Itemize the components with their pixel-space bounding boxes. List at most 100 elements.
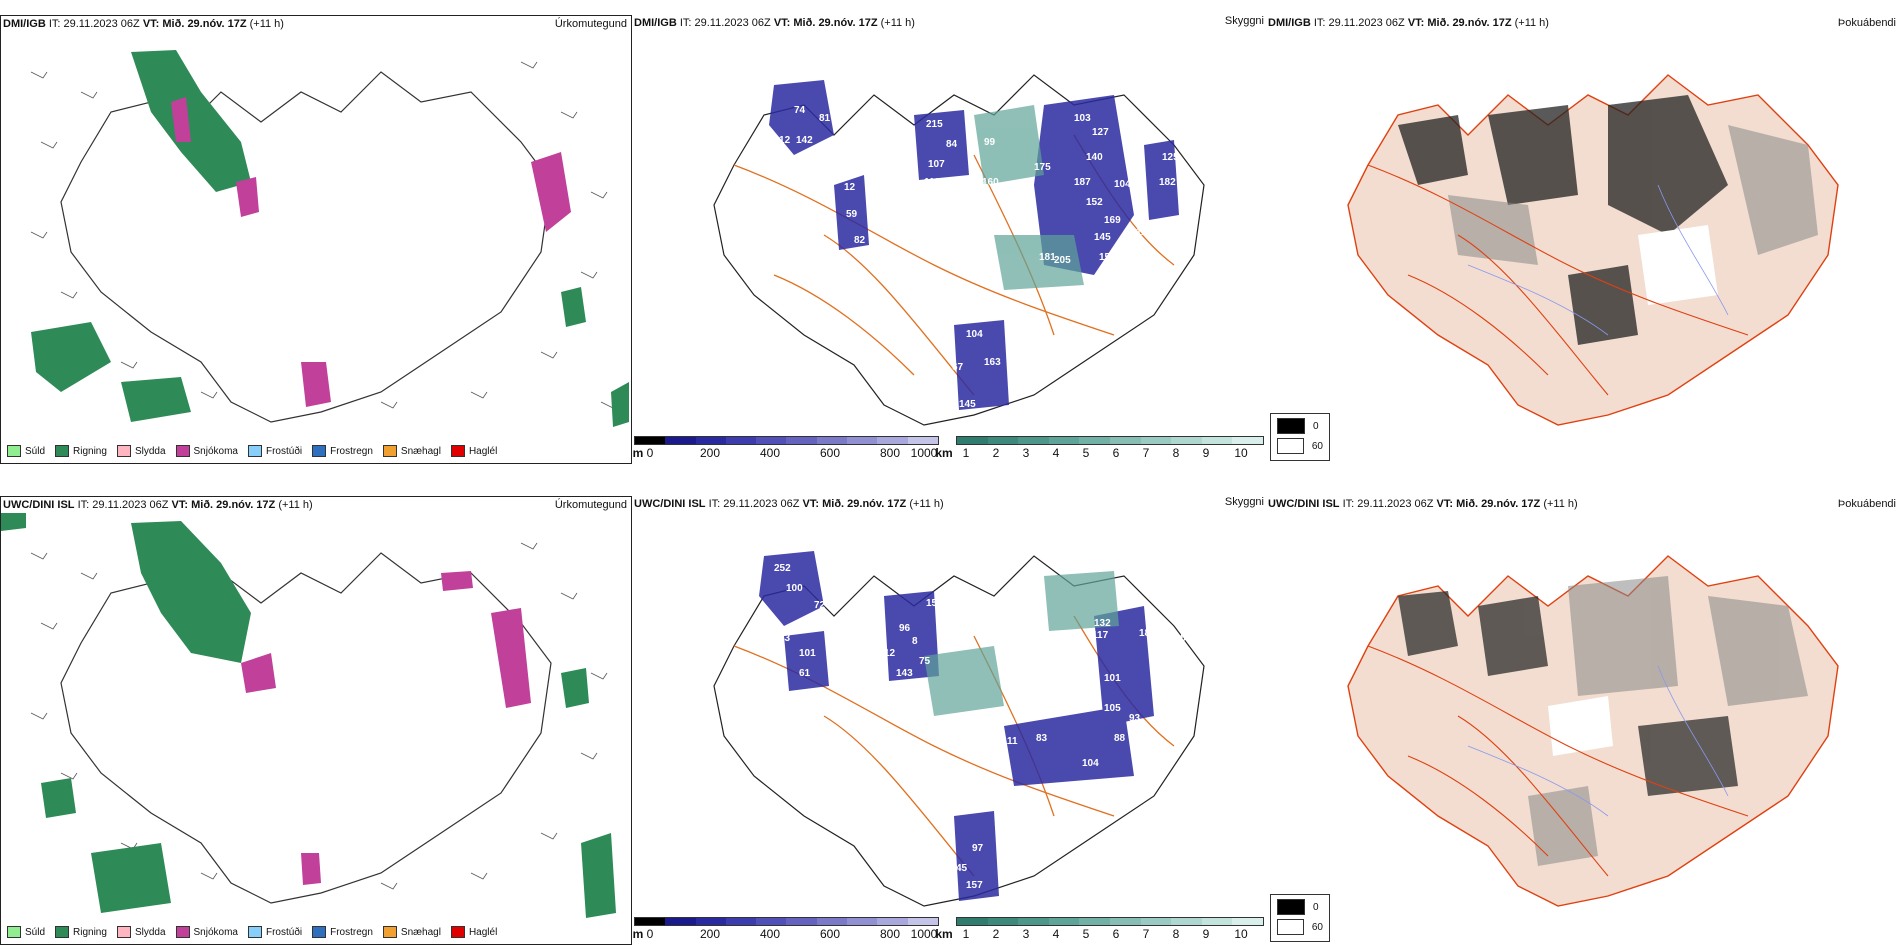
cloud-teal-areas — [974, 105, 1084, 290]
svg-text:180: 180 — [1139, 628, 1156, 639]
legend-item: Frostúði — [247, 445, 302, 457]
iceland-outline — [713, 74, 1205, 426]
svg-text:103: 103 — [1074, 113, 1091, 124]
scale-km: km 1 2 3 4 5 6 7 8 9 10 — [935, 436, 1264, 466]
scale-km-unit: km — [935, 446, 953, 460]
svg-text:62: 62 — [849, 706, 861, 717]
svg-text:81: 81 — [819, 113, 831, 124]
valid-label: VT: — [171, 499, 189, 511]
model-name: UWC/DINI ISL — [634, 498, 706, 510]
legend-item: Slydda — [116, 926, 166, 938]
valid-time: Mið. 29.nóv. 17Z — [1427, 17, 1512, 29]
panel-title: Skyggni — [1224, 15, 1264, 27]
svg-text:142: 142 — [796, 135, 813, 146]
svg-text:104: 104 — [1082, 758, 1099, 769]
init-time: IT: 29.11.2023 06Z — [708, 498, 800, 510]
precip-panel-1: DMI/IGB IT: 29.11.2023 06Z VT: Mið. 29.n… — [0, 15, 632, 464]
svg-text:96: 96 — [899, 623, 911, 634]
snow-areas — [241, 571, 531, 885]
rain-areas — [31, 50, 629, 427]
fog-map — [1347, 74, 1839, 426]
legend-swatch — [1277, 899, 1305, 915]
legend-item: Frostúði — [247, 926, 302, 938]
svg-text:59: 59 — [846, 209, 858, 220]
legend-item: Haglél — [450, 926, 497, 938]
legend-item: Súld — [7, 926, 45, 938]
fog-legend-item: 0 — [1277, 899, 1323, 915]
scale-m: m 0 200 400 600 800 1000 — [633, 436, 939, 466]
legend-item: Snjókoma — [175, 445, 238, 457]
cloud-value-labels: 252 100 72 83 101 61 62 96 8 12 75 143 1… — [774, 563, 1186, 891]
svg-text:72: 72 — [814, 600, 826, 611]
svg-text:8: 8 — [912, 636, 918, 647]
rain-areas — [1, 513, 616, 918]
valid-time: Mið. 29.nóv. 17Z — [822, 498, 907, 510]
svg-text:160: 160 — [982, 177, 999, 188]
svg-text:12: 12 — [884, 648, 896, 659]
legend-item: Frostregn — [312, 445, 373, 457]
init-time: IT: 29.11.2023 06Z — [679, 17, 771, 29]
legend-swatch — [382, 926, 397, 938]
scale-m-ticks: m 0 200 400 600 800 1000 — [632, 927, 938, 941]
svg-text:110: 110 — [924, 177, 941, 188]
svg-text:101: 101 — [799, 648, 816, 659]
init-time: IT: 29.11.2023 06Z — [1342, 498, 1434, 510]
fog-legend: 0 60 — [1270, 894, 1330, 942]
precip-panel-2: UWC/DINI ISL IT: 29.11.2023 06Z VT: Mið.… — [0, 496, 632, 945]
panel-title: Þokuábendi — [1837, 498, 1896, 510]
legend-swatch — [116, 445, 131, 457]
legend-item: Snæhagl — [382, 445, 441, 457]
legend-swatch — [55, 445, 70, 457]
svg-text:107: 107 — [928, 159, 945, 170]
svg-text:104: 104 — [1114, 179, 1131, 190]
model-name: DMI/IGB — [3, 18, 46, 30]
svg-text:97: 97 — [972, 843, 984, 854]
rivers — [1467, 184, 1729, 336]
fog-white-area — [1548, 696, 1613, 756]
lead-time: (+11 h) — [278, 499, 313, 511]
svg-text:112: 112 — [774, 135, 791, 146]
fog-legend-item: 60 — [1277, 438, 1323, 454]
panel-header: UWC/DINI ISL IT: 29.11.2023 06Z VT: Mið.… — [3, 499, 313, 511]
panel-title: Úrkomutegund — [554, 499, 627, 511]
init-time: IT: 29.11.2023 06Z — [48, 18, 140, 30]
svg-text:75: 75 — [919, 656, 931, 667]
legend-item: Rigning — [55, 926, 107, 938]
legend-item: Súld — [7, 445, 45, 457]
model-name: DMI/IGB — [1268, 17, 1311, 29]
svg-text:82: 82 — [854, 235, 866, 246]
panel-header: UWC/DINI ISL IT: 29.11.2023 06Z VT: Mið.… — [634, 498, 944, 510]
svg-text:155: 155 — [1099, 252, 1116, 263]
svg-text:145: 145 — [1094, 232, 1111, 243]
cloud-areas — [769, 80, 1179, 410]
scale-km: km 1 2 3 4 5 6 7 8 9 10 — [935, 917, 1264, 947]
svg-text:112: 112 — [1136, 227, 1153, 238]
legend-swatch — [1277, 418, 1305, 434]
svg-text:37: 37 — [942, 379, 954, 390]
fog-legend-item: 60 — [1277, 919, 1323, 935]
scale-km-ticks: km 1 2 3 4 5 6 7 8 9 10 — [935, 927, 1248, 941]
legend-item: Snæhagl — [382, 926, 441, 938]
wind-barbs — [30, 542, 608, 890]
legend-swatch — [1277, 438, 1304, 454]
model-name: UWC/DINI ISL — [3, 499, 75, 511]
svg-text:88: 88 — [1114, 733, 1126, 744]
svg-text:127: 127 — [1092, 127, 1109, 138]
svg-text:45: 45 — [956, 863, 968, 874]
legend-swatch — [175, 445, 190, 457]
svg-text:252: 252 — [774, 563, 791, 574]
scale-km-bar — [956, 917, 1264, 926]
fog-gray-areas — [1528, 576, 1808, 866]
init-time: IT: 29.11.2023 06Z — [1313, 17, 1405, 29]
legend-swatch — [450, 445, 465, 457]
svg-text:205: 205 — [1054, 255, 1071, 266]
svg-text:67: 67 — [952, 362, 964, 373]
roads — [1367, 645, 1749, 877]
legend-item: Slydda — [116, 445, 166, 457]
svg-text:83: 83 — [1036, 733, 1048, 744]
valid-label: VT: — [142, 18, 160, 30]
valid-time: Mið. 29.nóv. 17Z — [162, 18, 247, 30]
panel-header: DMI/IGB IT: 29.11.2023 06Z VT: Mið. 29.n… — [1268, 17, 1549, 29]
legend-swatch — [312, 926, 327, 938]
panel-header: DMI/IGB IT: 29.11.2023 06Z VT: Mið. 29.n… — [3, 18, 284, 30]
